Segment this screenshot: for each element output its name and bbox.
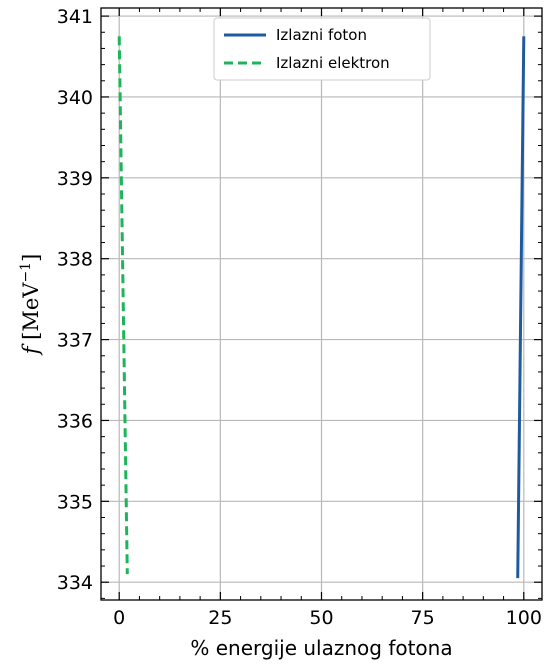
x-tick-label: 75 [411,607,435,629]
y-axis-label-exponent: −1 [18,262,34,283]
legend: Izlazni foton Izlazni elektron [213,17,431,81]
y-tick-label: 336 [57,410,93,432]
x-axis-label: % energije ulaznog fotona [190,636,452,660]
y-axis-label-unit: [MeV [19,282,43,340]
x-tick-label: 25 [208,607,232,629]
ticks [101,8,542,600]
legend-label-izlazni-elektron: Izlazni elektron [276,54,390,72]
series-line-izlazni-foton [516,36,526,579]
grid [101,8,542,600]
legend-label-izlazni-foton: Izlazni foton [276,26,367,44]
x-tick-label: 50 [309,607,333,629]
y-tick-label: 339 [57,168,93,190]
y-tick-label: 338 [57,249,93,271]
series-layer [117,36,526,579]
series-line-izlazni-elektron [117,36,129,575]
y-tick-label: 337 [57,330,93,352]
y-axis-label-close: ] [19,254,43,262]
y-tick-label: 341 [57,6,93,28]
y-tick-label: 340 [57,87,93,109]
y-tick-label: 335 [57,491,93,513]
y-tick-label: 334 [57,572,93,594]
x-tick-label: 0 [113,607,125,629]
legend-box [213,17,431,81]
x-tick-label: 100 [506,607,542,629]
y-axis-label: f [MeV−1] [18,254,43,357]
tick-labels: 0 25 50 75 100 334 335 336 337 338 339 340 341 [57,6,542,629]
y-axis-label-symbol: f [19,343,43,356]
